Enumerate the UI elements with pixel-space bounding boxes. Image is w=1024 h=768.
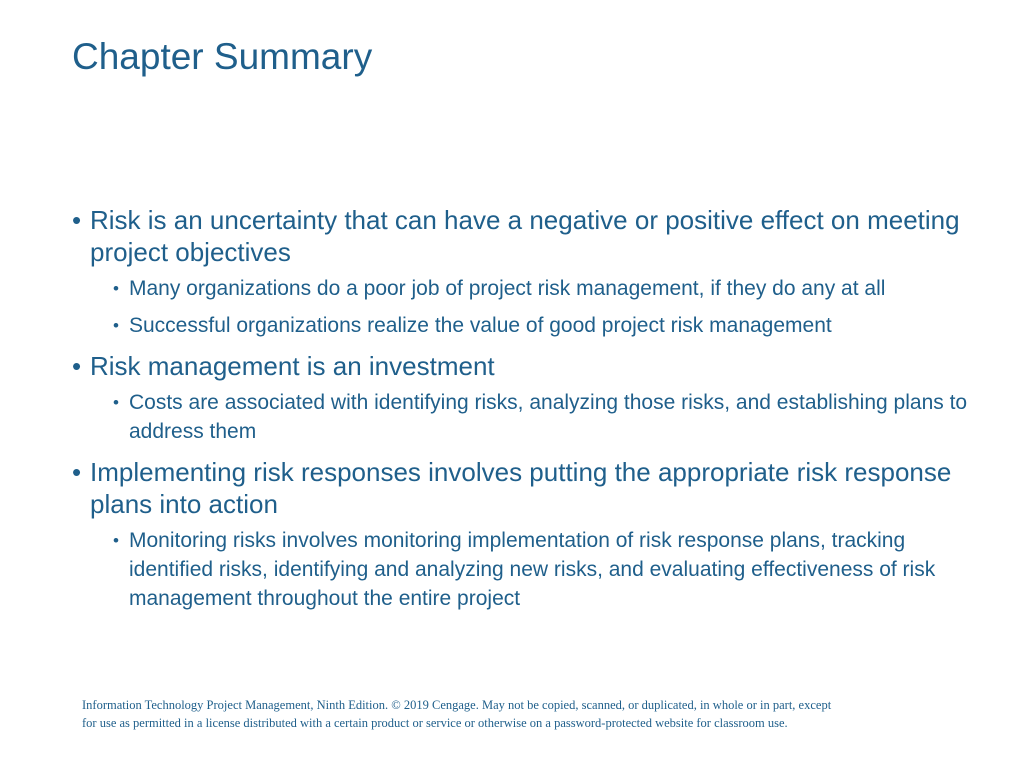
sub-bullet-marker: • — [113, 393, 119, 412]
bullet-text: Implementing risk responses involves put… — [90, 457, 952, 519]
copyright-footer: Information Technology Project Managemen… — [82, 696, 962, 732]
sub-bullet-text: Successful organizations realize the val… — [129, 314, 832, 337]
sub-bullet-marker: • — [113, 279, 119, 298]
footer-line: for use as permitted in a license distri… — [82, 716, 788, 730]
sub-bullet-text: Monitoring risks involves monitoring imp… — [129, 529, 936, 610]
bullet-item: • Risk is an uncertainty that can have a… — [72, 204, 992, 340]
sub-bullet-item: • Monitoring risks involves monitoring i… — [72, 526, 992, 613]
bullet-text: Risk is an uncertainty that can have a n… — [90, 205, 960, 267]
bullet-marker: • — [72, 457, 82, 487]
sub-bullet-list: • Many organizations do a poor job of pr… — [90, 274, 992, 340]
bullet-marker: • — [72, 205, 82, 235]
footer-line: Information Technology Project Managemen… — [82, 698, 832, 712]
sub-bullet-text: Many organizations do a poor job of proj… — [129, 277, 886, 300]
sub-bullet-text: Costs are associated with identifying ri… — [129, 391, 968, 443]
sub-bullet-marker: • — [113, 531, 119, 550]
bullet-item: • Risk management is an investment • Cos… — [72, 350, 992, 446]
bullet-item: • Implementing risk responses involves p… — [72, 456, 992, 613]
sub-bullet-item: • Successful organizations realize the v… — [72, 311, 992, 340]
sub-bullet-list: • Monitoring risks involves monitoring i… — [90, 526, 992, 613]
sub-bullet-marker: • — [113, 316, 119, 335]
bullet-text: Risk management is an investment — [90, 351, 495, 381]
sub-bullet-item: • Costs are associated with identifying … — [72, 388, 992, 446]
slide-title: Chapter Summary — [72, 36, 373, 77]
sub-bullet-item: • Many organizations do a poor job of pr… — [72, 274, 992, 303]
bullet-list: • Risk is an uncertainty that can have a… — [72, 204, 992, 623]
bullet-marker: • — [72, 351, 82, 381]
sub-bullet-list: • Costs are associated with identifying … — [90, 388, 992, 446]
